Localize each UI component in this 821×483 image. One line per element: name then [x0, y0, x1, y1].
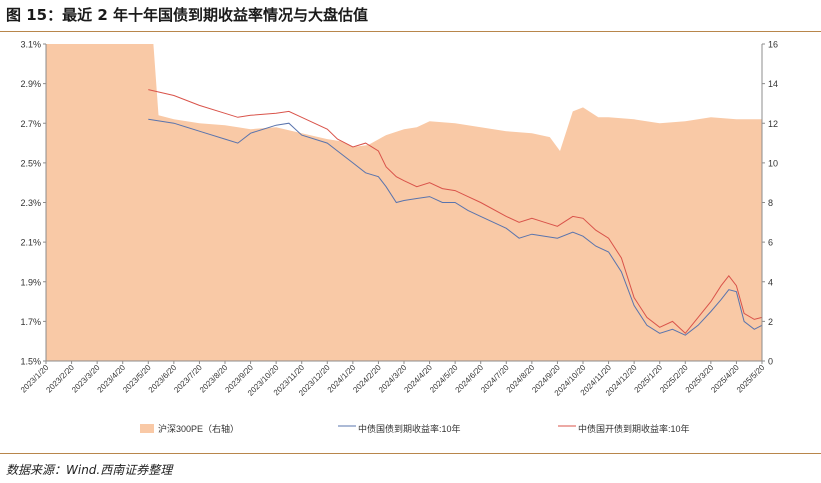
y-left-tick-label: 2.7%: [20, 119, 41, 129]
x-tick-label: 2025/5/20: [735, 363, 767, 395]
y-right-tick-label: 12: [768, 119, 778, 129]
legend: 沪深300PE（右轴） 中债国债到期收益率:10年 中债国开债到期收益率:10年: [140, 423, 690, 434]
y-right-tick-label: 14: [768, 79, 778, 89]
source-note: 数据来源：Wind.西南证券整理: [6, 463, 173, 477]
y-right-tick-label: 4: [768, 277, 773, 287]
y-right-tick-label: 0: [768, 357, 773, 367]
y-left-tick-label: 3.1%: [20, 40, 41, 50]
y-left-tick-label: 1.7%: [20, 317, 41, 327]
legend-swatch-pe: [140, 424, 154, 433]
y-left-tick-label: 2.9%: [20, 79, 41, 89]
pe-area-layer: [46, 44, 762, 361]
y-left-tick-label: 2.3%: [20, 198, 41, 208]
top-rule: [0, 31, 821, 32]
series-pe-area: [46, 44, 762, 361]
y-left-tick-label: 2.5%: [20, 158, 41, 168]
yield-lines-layer: [148, 89, 763, 336]
series-cdb-line: [148, 89, 763, 335]
legend-label-cdb: 中债国开债到期收益率:10年: [578, 423, 690, 434]
bottom-rule: [0, 453, 821, 454]
y-right-tick-label: 6: [768, 238, 773, 248]
chart-title: 图 15：最近 2 年十年国债到期收益率情况与大盘估值: [6, 6, 368, 24]
series-cgb-line: [148, 118, 763, 336]
y-left-tick-label: 2.1%: [20, 238, 41, 248]
y-right-tick-label: 2: [768, 317, 773, 327]
chart-plot: 1.5% 1.7% 1.9% 2.1% 2.3% 2.5% 2.7% 2.9% 3.1% 0 2 4 6…: [19, 40, 778, 435]
y-left-tick-label: 1.5%: [20, 357, 41, 367]
y-left-tick-label: 1.9%: [20, 277, 41, 287]
y-right-tick-label: 8: [768, 198, 773, 208]
y-right-tick-label: 16: [768, 40, 778, 50]
legend-label-cgb: 中债国债到期收益率:10年: [358, 423, 461, 434]
legend-label-pe: 沪深300PE（右轴）: [158, 423, 239, 434]
y-right-tick-label: 10: [768, 158, 778, 168]
